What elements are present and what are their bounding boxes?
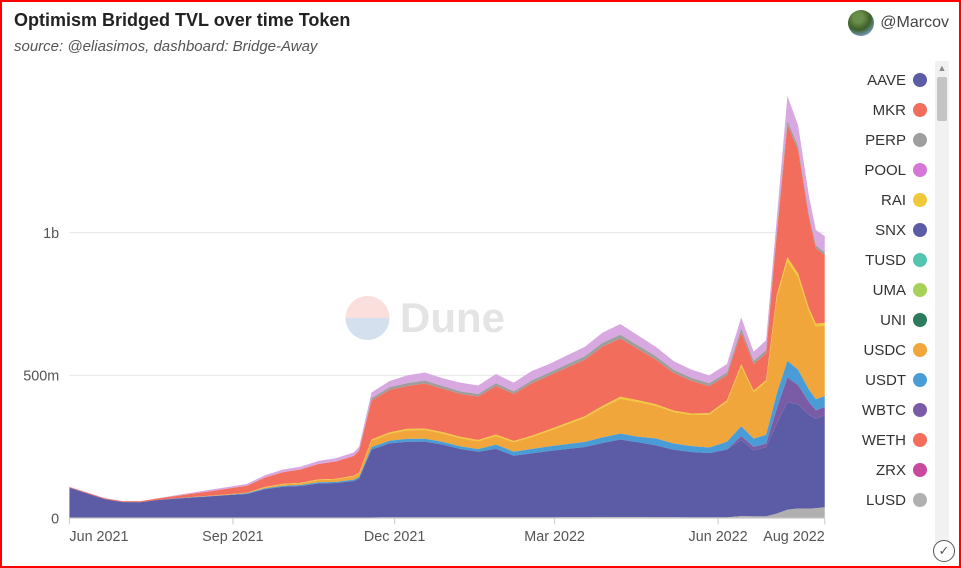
svg-text:1b: 1b bbox=[43, 226, 59, 242]
author-badge[interactable]: @Marcov bbox=[848, 10, 949, 36]
legend-label: WBTC bbox=[862, 402, 906, 419]
legend-label: RAI bbox=[881, 192, 906, 209]
legend-label: SNX bbox=[875, 222, 906, 239]
legend-item[interactable]: WETH bbox=[841, 425, 933, 455]
legend-item[interactable]: SNX bbox=[841, 215, 933, 245]
checkmark-badge-icon[interactable]: ✓ bbox=[933, 540, 955, 562]
legend-label: ZRX bbox=[876, 462, 906, 479]
chart-subtitle: source: @eliasimos, dashboard: Bridge-Aw… bbox=[14, 38, 949, 55]
legend-list[interactable]: AAVE MKR PERP POOL RAI SNX TUSD UMA UNI USDC USDT W… bbox=[835, 61, 933, 556]
chart-area[interactable]: 0 500m 1b Jun 2021 Sep 2021 Dec 2021 Mar 2022 J… bbox=[14, 61, 835, 556]
legend-swatch-icon bbox=[913, 313, 927, 327]
legend-item[interactable]: PERP bbox=[841, 125, 933, 155]
chart-card: Optimism Bridged TVL over time Token @Ma… bbox=[0, 0, 961, 568]
legend-label: USDC bbox=[863, 342, 906, 359]
legend-swatch-icon bbox=[913, 103, 927, 117]
legend-item[interactable]: WBTC bbox=[841, 395, 933, 425]
legend-label: AAVE bbox=[867, 72, 906, 89]
legend-label: UMA bbox=[873, 282, 906, 299]
legend-item[interactable]: RAI bbox=[841, 185, 933, 215]
legend-swatch-icon bbox=[913, 283, 927, 297]
svg-text:Jun 2022: Jun 2022 bbox=[689, 529, 748, 545]
legend-item[interactable]: LUSD bbox=[841, 485, 933, 515]
avatar bbox=[848, 10, 874, 36]
scroll-thumb[interactable] bbox=[937, 77, 947, 121]
legend-swatch-icon bbox=[913, 403, 927, 417]
legend-swatch-icon bbox=[913, 343, 927, 357]
legend-swatch-icon bbox=[913, 163, 927, 177]
legend-item[interactable]: MKR bbox=[841, 95, 933, 125]
title-block: Optimism Bridged TVL over time Token bbox=[14, 10, 350, 31]
scroll-up-icon[interactable]: ▲ bbox=[935, 61, 949, 75]
svg-text:Mar 2022: Mar 2022 bbox=[524, 529, 585, 545]
legend-item[interactable]: ZRX bbox=[841, 455, 933, 485]
legend-swatch-icon bbox=[913, 223, 927, 237]
legend-label: TUSD bbox=[865, 252, 906, 269]
legend-item[interactable]: TUSD bbox=[841, 245, 933, 275]
legend-label: WETH bbox=[862, 432, 906, 449]
legend-label: LUSD bbox=[866, 492, 906, 509]
legend-item[interactable]: AAVE bbox=[841, 65, 933, 95]
svg-text:Jun 2021: Jun 2021 bbox=[69, 529, 128, 545]
stacked-area-chart: 0 500m 1b Jun 2021 Sep 2021 Dec 2021 Mar 2022 J… bbox=[14, 61, 835, 556]
legend-item[interactable]: USDC bbox=[841, 335, 933, 365]
legend-swatch-icon bbox=[913, 493, 927, 507]
legend-item[interactable]: UNI bbox=[841, 305, 933, 335]
legend-item[interactable]: UMA bbox=[841, 275, 933, 305]
legend-swatch-icon bbox=[913, 253, 927, 267]
legend-swatch-icon bbox=[913, 433, 927, 447]
legend-label: POOL bbox=[864, 162, 906, 179]
body-row: 0 500m 1b Jun 2021 Sep 2021 Dec 2021 Mar 2022 J… bbox=[14, 61, 949, 556]
author-handle: @Marcov bbox=[880, 14, 949, 32]
legend-scrollbar[interactable]: ▲ ▼ bbox=[935, 61, 949, 556]
svg-text:Aug 2022: Aug 2022 bbox=[763, 529, 824, 545]
legend-label: UNI bbox=[880, 312, 906, 329]
legend-label: MKR bbox=[873, 102, 906, 119]
legend-label: PERP bbox=[865, 132, 906, 149]
svg-text:Sep 2021: Sep 2021 bbox=[202, 529, 263, 545]
legend-swatch-icon bbox=[913, 193, 927, 207]
legend-label: USDT bbox=[865, 372, 906, 389]
chart-title: Optimism Bridged TVL over time Token bbox=[14, 10, 350, 31]
svg-text:0: 0 bbox=[51, 511, 59, 527]
header-row: Optimism Bridged TVL over time Token @Ma… bbox=[14, 10, 949, 36]
legend-item[interactable]: USDT bbox=[841, 365, 933, 395]
svg-text:Dec 2021: Dec 2021 bbox=[364, 529, 425, 545]
legend-item[interactable]: POOL bbox=[841, 155, 933, 185]
legend-swatch-icon bbox=[913, 463, 927, 477]
svg-text:500m: 500m bbox=[23, 369, 59, 385]
legend-swatch-icon bbox=[913, 73, 927, 87]
legend-swatch-icon bbox=[913, 133, 927, 147]
legend-swatch-icon bbox=[913, 373, 927, 387]
legend-column: AAVE MKR PERP POOL RAI SNX TUSD UMA UNI USDC USDT W… bbox=[835, 61, 949, 556]
